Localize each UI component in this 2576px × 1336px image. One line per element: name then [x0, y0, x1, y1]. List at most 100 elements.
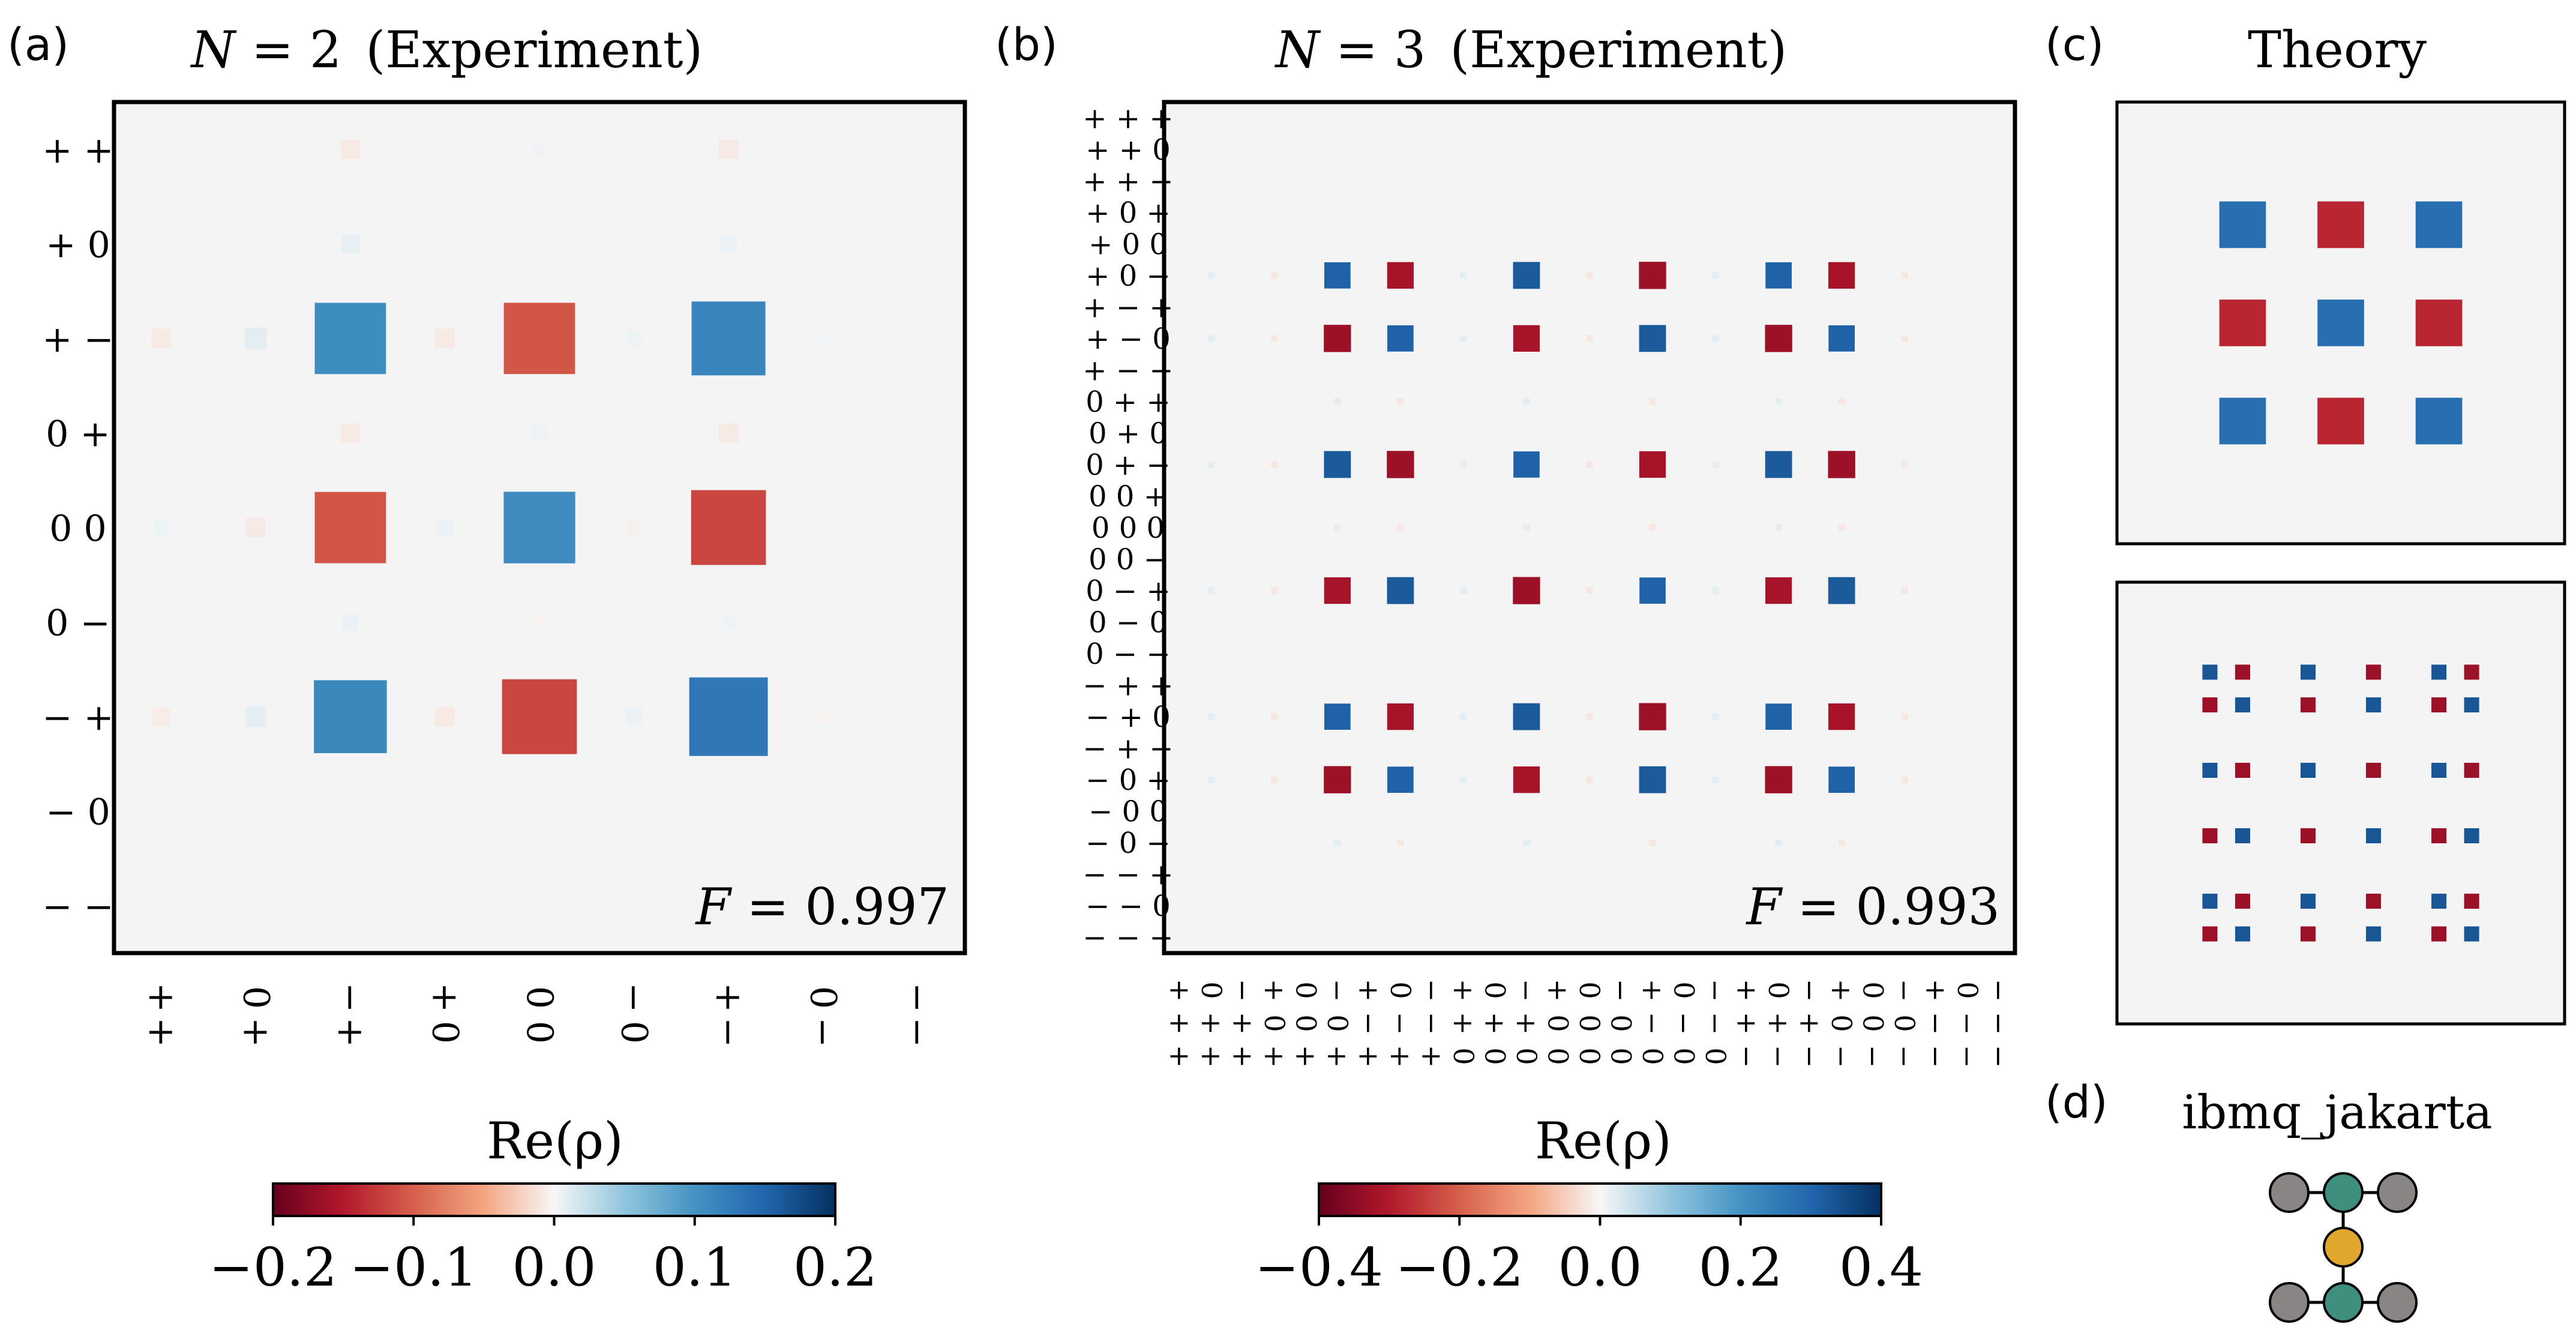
x-tick-label: − — [1668, 1012, 1701, 1035]
matrix-cell — [1765, 325, 1792, 352]
x-tick-label: 0 — [1857, 1014, 1890, 1032]
matrix-cell-faint — [1775, 839, 1782, 846]
matrix-cell — [152, 707, 170, 726]
matrix-cell-faint — [1271, 713, 1278, 720]
theory-cell — [2365, 697, 2382, 712]
x-tick-label: 0 — [1668, 1047, 1701, 1065]
matrix-cell — [340, 423, 361, 443]
matrix-cell-faint — [1460, 461, 1467, 468]
matrix-cell-faint — [1901, 461, 1908, 468]
colorbar-tick-label: −0.2 — [1395, 1236, 1524, 1298]
matrix-cell — [532, 425, 547, 441]
matrix-cell — [1765, 262, 1792, 289]
matrix-cell — [1324, 766, 1351, 793]
matrix-cell — [1765, 577, 1792, 604]
matrix-cell — [718, 139, 739, 160]
theory-cell — [2464, 828, 2479, 844]
x-tick-label: 0 — [1542, 1014, 1574, 1032]
x-tick-label: − — [1731, 1045, 1764, 1068]
x-tick-label: + — [1195, 1045, 1228, 1068]
theory-cell — [2464, 762, 2479, 778]
theory-cell — [2202, 697, 2218, 712]
matrix-cell — [1639, 451, 1666, 478]
matrix-cell — [435, 328, 455, 349]
x-tick-label: + — [235, 1017, 277, 1047]
matrix-cell — [314, 492, 386, 564]
matrix-cell — [314, 302, 386, 375]
matrix-cell — [691, 301, 766, 376]
theory-cell — [2235, 664, 2250, 680]
theory-cell — [2300, 664, 2316, 680]
matrix-cell — [1828, 766, 1855, 793]
y-tick-label: − − − — [1082, 921, 1173, 955]
theory-cell — [2431, 762, 2447, 778]
matrix-cell-faint — [1334, 398, 1341, 405]
theory-cell — [2300, 697, 2316, 712]
theory-cell — [2235, 926, 2250, 942]
y-tick-label: + + — [42, 130, 114, 172]
matrix-cell — [1765, 451, 1792, 478]
matrix-cell-faint — [1586, 335, 1593, 342]
matrix-cell — [1387, 451, 1414, 478]
theory-cell — [2300, 926, 2316, 942]
x-tick-label: + — [1163, 1012, 1196, 1035]
y-tick-label: 0 0 — [49, 508, 106, 550]
y-tick-label: + + − — [1082, 164, 1173, 198]
matrix-cell-faint — [1586, 776, 1593, 783]
x-tick-label: − — [1825, 1045, 1858, 1068]
panel-b-title: N = 3 (Experiment) — [1274, 20, 1788, 79]
y-tick-label: 0 − − — [1085, 637, 1171, 671]
theory-cell — [2202, 664, 2218, 680]
x-tick-label: − — [1794, 1045, 1827, 1068]
x-tick-label: 0 — [1290, 1014, 1322, 1032]
y-tick-label: 0 − + — [1085, 574, 1171, 608]
x-tick-label: − — [802, 1017, 844, 1047]
x-tick-label: + — [424, 982, 466, 1013]
theory-cell — [2431, 697, 2447, 712]
x-tick-label: 0 — [1605, 1047, 1638, 1065]
colorbar-tick-label: 0.1 — [653, 1236, 737, 1298]
matrix-cell-faint — [1838, 524, 1845, 531]
matrix-cell-faint — [1838, 839, 1845, 846]
colorbar-a-gradient — [272, 1182, 836, 1217]
matrix-cell — [314, 680, 387, 753]
matrix-cell — [1639, 703, 1666, 730]
matrix-cell — [1387, 703, 1414, 730]
panel-label-a: (a) — [7, 19, 69, 71]
matrix-cell — [1513, 451, 1540, 478]
y-tick-label: + + + — [1082, 101, 1173, 135]
matrix-cell-faint — [1586, 587, 1593, 594]
x-tick-label: + — [1290, 1045, 1322, 1068]
matrix-cell — [151, 328, 172, 349]
matrix-cell-faint — [1334, 839, 1341, 846]
x-tick-label: + — [707, 982, 749, 1013]
theory-cell — [2317, 201, 2364, 248]
colorbar-tick-label: 0.2 — [1699, 1236, 1783, 1298]
matrix-cell-faint — [1208, 713, 1215, 720]
qubit-1 — [2323, 1172, 2364, 1213]
matrix-cell-faint — [1271, 587, 1278, 594]
y-tick-label: 0 + − — [1085, 448, 1171, 482]
x-tick-label: + — [1510, 1012, 1543, 1035]
x-tick-label: − — [613, 982, 655, 1013]
theory-cell — [2415, 397, 2463, 445]
theory-cell — [2235, 828, 2250, 844]
matrix-cell-faint — [1208, 272, 1215, 279]
matrix-cell-faint — [1271, 335, 1278, 342]
matrix-cell-faint — [1901, 713, 1908, 720]
colorbar-tick-label: −0.1 — [349, 1236, 478, 1298]
device-diagram: ibmq_jakarta — [2182, 1086, 2493, 1323]
x-tick-label: − — [1353, 1012, 1385, 1035]
x-tick-label: + — [1825, 979, 1858, 1002]
y-tick-label: + 0 + — [1085, 196, 1171, 230]
x-tick-label: + — [1762, 1012, 1795, 1035]
x-tick-label: 0 — [1668, 981, 1701, 999]
y-tick-label: + − + — [1082, 290, 1173, 324]
matrix-cell — [153, 520, 169, 535]
matrix-cell-faint — [1901, 335, 1908, 342]
x-tick-label: + — [1479, 1012, 1511, 1035]
x-tick-label: 0 — [518, 986, 560, 1009]
panel-a-fidelity: F = 0.997 — [694, 877, 949, 936]
theory-cell — [2365, 926, 2382, 942]
matrix-cell-faint — [1271, 776, 1278, 783]
